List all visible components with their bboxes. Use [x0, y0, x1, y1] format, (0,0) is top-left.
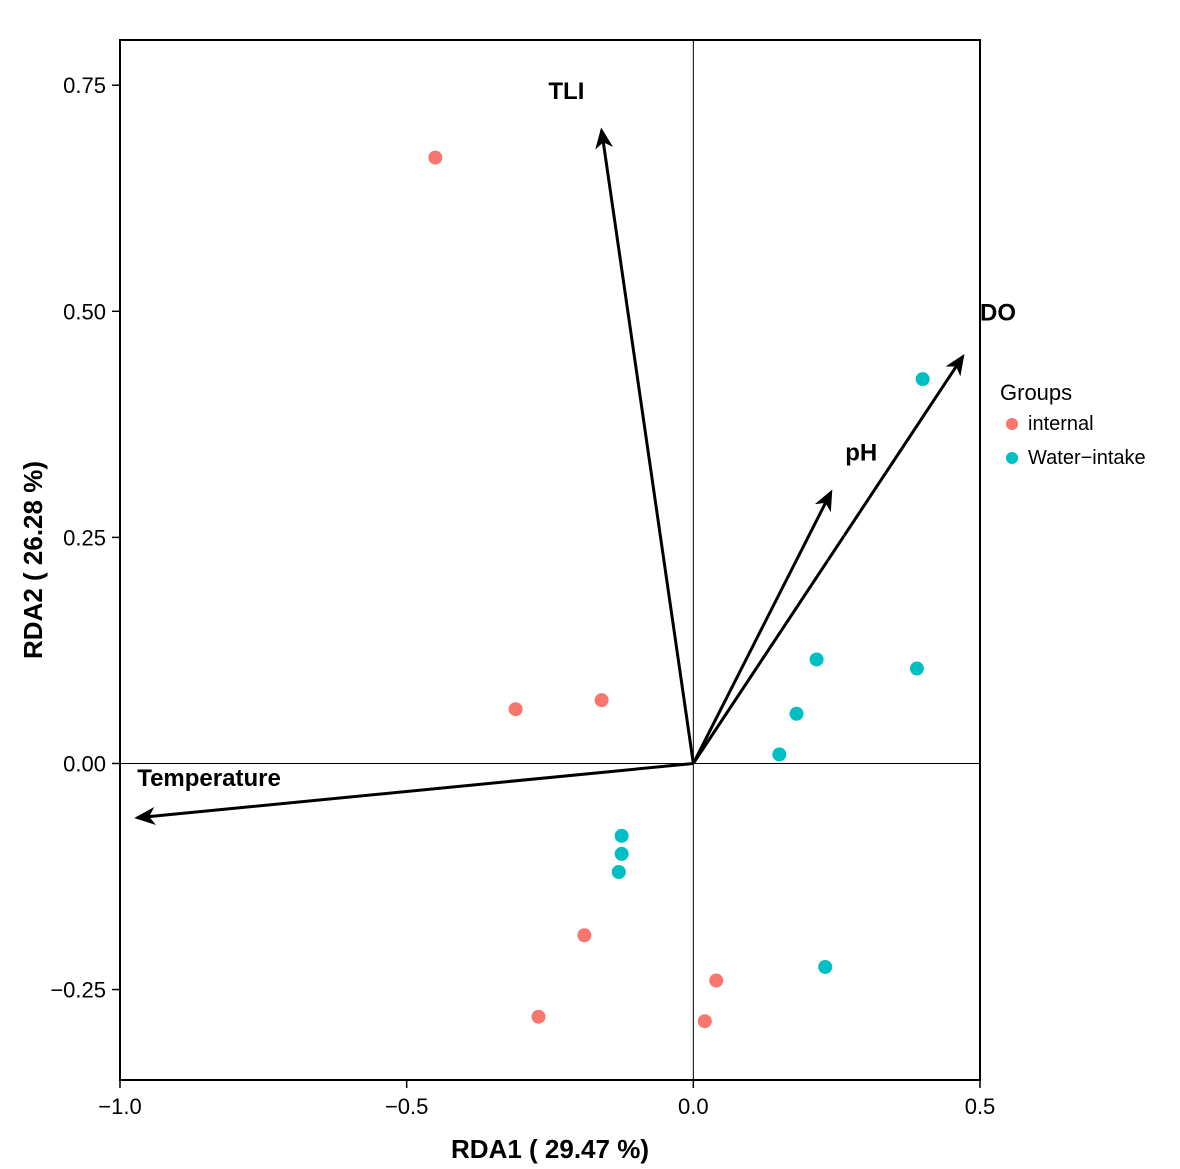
x-tick-label: 0.0	[678, 1094, 709, 1119]
data-point	[595, 693, 609, 707]
y-tick-label: −0.25	[50, 978, 106, 1003]
y-axis-label: RDA2 ( 26.28 %)	[18, 461, 48, 659]
vector-label: DO	[980, 299, 1016, 326]
vector-label: TLI	[548, 78, 584, 105]
x-tick-label: 0.5	[965, 1094, 996, 1119]
data-point	[916, 372, 930, 386]
data-point	[772, 747, 786, 761]
data-point	[577, 928, 591, 942]
y-tick-label: 0.75	[63, 73, 106, 98]
y-tick-label: 0.25	[63, 525, 106, 550]
data-point	[532, 1010, 546, 1024]
y-tick-label: 0.00	[63, 751, 106, 776]
data-point	[612, 865, 626, 879]
data-point	[818, 960, 832, 974]
vector-label: Temperature	[137, 765, 281, 792]
data-point	[428, 151, 442, 165]
y-tick-label: 0.50	[63, 299, 106, 324]
data-point	[698, 1014, 712, 1028]
vector-label: pH	[845, 440, 877, 467]
data-point	[910, 662, 924, 676]
data-point	[790, 707, 804, 721]
data-point	[615, 847, 629, 861]
data-point	[509, 702, 523, 716]
x-tick-label: −0.5	[385, 1094, 428, 1119]
legend-item-label: internal	[1028, 413, 1094, 435]
legend-item-label: Water−intake	[1028, 447, 1146, 469]
x-axis-label: RDA1 ( 29.47 %)	[451, 1134, 649, 1164]
x-tick-label: −1.0	[98, 1094, 141, 1119]
legend-swatch	[1006, 418, 1018, 430]
chart-bg	[0, 0, 1180, 1169]
data-point	[709, 974, 723, 988]
data-point	[615, 829, 629, 843]
legend-title: Groups	[1000, 380, 1072, 405]
rda-biplot: −1.0 −0.5 0.0 0.5 −0.25 0.00 0.25 0.50 0.75 RDA1 …	[0, 0, 1180, 1169]
data-point	[810, 652, 824, 666]
legend-swatch	[1006, 452, 1018, 464]
